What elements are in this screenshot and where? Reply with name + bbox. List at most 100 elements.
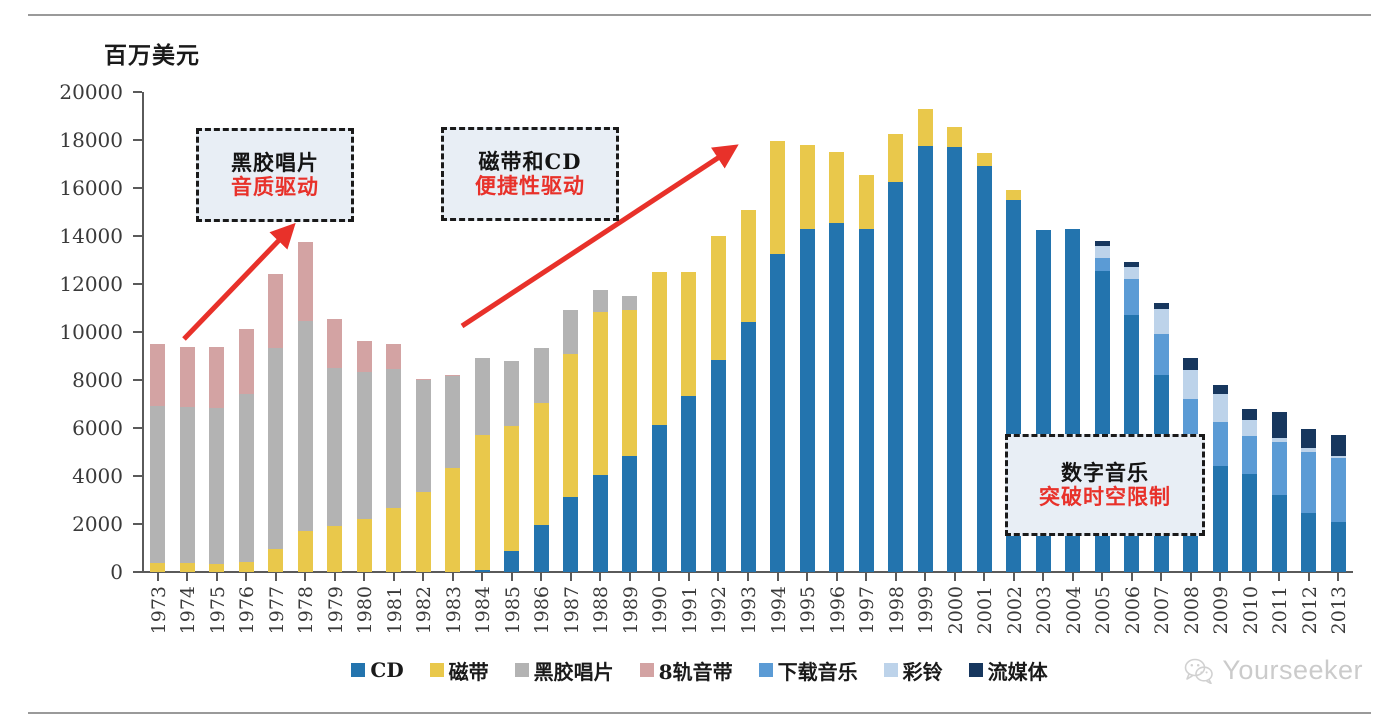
bar-1986 — [533, 92, 549, 572]
x-tick — [1071, 573, 1074, 581]
bar-segment-cd — [1242, 473, 1258, 572]
x-tick — [1337, 573, 1340, 581]
bar-1977 — [268, 92, 284, 572]
bar-segment-ringtone — [1212, 394, 1228, 422]
bar-segment-tape — [888, 134, 904, 182]
bar-segment-cd — [799, 229, 815, 572]
bar-segment-cd — [917, 146, 933, 572]
x-tick — [422, 573, 425, 581]
bar-segment-cd — [976, 166, 992, 572]
x-tick — [510, 573, 513, 581]
bar-segment-cd — [1212, 466, 1228, 572]
bar-segment-vinyl — [327, 368, 343, 526]
bar-segment-vinyl — [592, 290, 608, 312]
x-tick — [717, 573, 720, 581]
bar-1999 — [917, 92, 933, 572]
bar-1998 — [888, 92, 904, 572]
x-tick — [1189, 573, 1192, 581]
bar-2012 — [1301, 92, 1317, 572]
bar-segment-ringtone — [1183, 370, 1199, 400]
legend-item-磁带[interactable]: 磁带 — [429, 656, 489, 685]
x-tick — [186, 573, 189, 581]
bar-segment-download — [1271, 442, 1287, 496]
x-tick — [894, 573, 897, 581]
x-tick — [1101, 573, 1104, 581]
bar-segment-tape — [533, 402, 549, 526]
x-tick — [451, 573, 454, 581]
y-tick-label: 6000 — [72, 416, 123, 440]
bar-segment-tape — [976, 153, 992, 167]
bar-segment-cd — [1301, 513, 1317, 572]
bar-1979 — [327, 92, 343, 572]
bar-segment-8track — [150, 344, 166, 407]
bar-segment-streaming — [1153, 303, 1169, 310]
bar-segment-cd — [770, 254, 785, 572]
bar-segment-streaming — [1330, 435, 1346, 456]
top-divider — [28, 14, 1371, 16]
legend-label: 流媒体 — [987, 659, 1048, 684]
bottom-divider — [28, 712, 1371, 714]
bar-segment-8track — [238, 329, 254, 395]
bar-segment-download — [1301, 452, 1317, 514]
bar-1996 — [829, 92, 845, 572]
y-tick — [133, 379, 142, 381]
bar-segment-ringtone — [1301, 448, 1317, 452]
x-tick — [628, 573, 631, 581]
bar-2001 — [976, 92, 992, 572]
bar-segment-vinyl — [563, 310, 579, 354]
x-tick — [983, 573, 986, 581]
y-tick-label: 14000 — [59, 224, 123, 248]
bar-1983 — [445, 92, 461, 572]
bar-segment-tape — [209, 563, 225, 572]
bar-segment-8track — [179, 346, 195, 407]
bar-1984 — [474, 92, 490, 572]
x-tick — [569, 573, 572, 581]
bar-segment-cd — [533, 525, 549, 572]
x-tick — [540, 573, 543, 581]
bar-segment-download — [1153, 334, 1169, 376]
bar-1995 — [799, 92, 815, 572]
bar-1993 — [740, 92, 756, 572]
legend-item-彩铃[interactable]: 彩铃 — [883, 656, 943, 685]
watermark: Yourseeker — [1184, 655, 1363, 686]
y-axis-line — [142, 92, 144, 573]
legend-item-CD[interactable]: CD — [351, 658, 404, 682]
bar-segment-ringtone — [1124, 267, 1140, 280]
bar-segment-ringtone — [1271, 437, 1287, 443]
legend-item-8轨音带[interactable]: 8轨音带 — [639, 656, 733, 685]
bar-segment-ringtone — [1242, 419, 1258, 437]
x-tick — [865, 573, 868, 581]
x-tick — [806, 573, 809, 581]
plot-area: 0 2000 4000 6000 8000 10000 12000 14000 16000 180… — [59, 80, 1353, 634]
bar-segment-download — [1212, 422, 1228, 467]
bar-segment-download — [1124, 279, 1140, 316]
chart-legend: CD 磁带 黑胶唱片 8轨音带 下载音乐 彩铃 流媒体 — [0, 655, 1399, 685]
bar-segment-cd — [1271, 495, 1287, 572]
y-tick-label: 16000 — [59, 176, 123, 200]
bar-segment-download — [1242, 436, 1258, 474]
bar-segment-8track — [268, 274, 284, 348]
bar-segment-8track — [415, 378, 431, 380]
legend-item-下载音乐[interactable]: 下载音乐 — [758, 656, 858, 685]
x-tick — [1278, 573, 1281, 581]
bar-segment-tape — [592, 311, 608, 475]
legend-item-黑胶唱片[interactable]: 黑胶唱片 — [514, 656, 614, 685]
bar-segment-cd — [622, 456, 638, 572]
bar-segment-cd — [888, 182, 904, 572]
bar-segment-cd — [681, 396, 697, 572]
x-tick — [687, 573, 690, 581]
bar-segment-tape — [297, 531, 313, 572]
y-tick-label: 0 — [110, 560, 123, 584]
bar-2000 — [947, 92, 963, 572]
bar-segment-cd — [474, 569, 490, 572]
bar-segment-vinyl — [238, 394, 254, 562]
annotation-callout-3: 数字音乐 突破时空限制 — [1005, 434, 1205, 536]
legend-label: CD — [370, 658, 404, 682]
legend-item-流媒体[interactable]: 流媒体 — [968, 656, 1048, 685]
x-tick — [481, 573, 484, 581]
legend-label: 下载音乐 — [777, 659, 858, 684]
bar-segment-tape — [858, 174, 874, 229]
y-tick — [133, 523, 142, 525]
trend-arrow-1 — [182, 222, 296, 341]
